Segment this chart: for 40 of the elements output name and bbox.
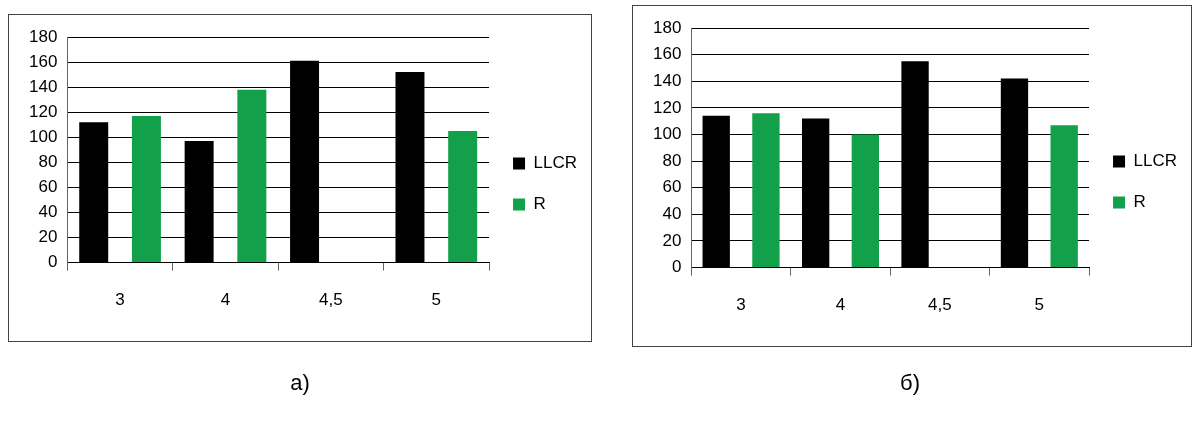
y-tick-label: 60 — [38, 177, 58, 197]
legend-label: R — [1133, 192, 1146, 212]
bar — [237, 89, 267, 263]
bar — [448, 131, 478, 263]
y-tick-label: 80 — [662, 150, 682, 170]
bar — [131, 115, 161, 263]
x-tick-label: 5 — [1034, 295, 1045, 315]
text: б) — [899, 370, 921, 396]
y-tick-label: 160 — [28, 51, 58, 71]
legend-label: LLCR — [533, 153, 578, 173]
legend-label: LLCR — [1133, 151, 1178, 171]
y-tick-label: 40 — [38, 202, 58, 222]
x-tick-label: 3 — [115, 290, 125, 310]
x-tick-label: 3 — [736, 295, 746, 315]
bar — [752, 113, 780, 268]
y-tick-label: 0 — [47, 252, 58, 272]
y-tick-label: 140 — [28, 76, 58, 96]
y-tick-label: 0 — [671, 257, 682, 277]
x-tick-label: 4,5 — [319, 290, 343, 310]
x-tick-label: 4 — [835, 295, 846, 315]
y-tick-label: 180 — [28, 26, 58, 46]
text: а) — [289, 370, 311, 396]
bar — [1050, 125, 1078, 268]
y-tick-label: 180 — [652, 17, 682, 37]
x-tick-label: 4 — [220, 290, 231, 310]
legend-label: R — [533, 194, 546, 214]
y-tick-label: 60 — [662, 177, 682, 197]
y-tick-label: 140 — [652, 70, 682, 90]
x-tick-label: 4,5 — [928, 295, 952, 315]
bar — [851, 134, 880, 268]
y-tick-label: 120 — [28, 101, 58, 121]
y-tick-label: 40 — [662, 204, 682, 224]
y-tick-label: 80 — [38, 152, 58, 172]
y-tick-label: 100 — [28, 126, 58, 146]
y-tick-label: 100 — [652, 124, 682, 144]
y-tick-label: 20 — [662, 230, 682, 250]
x-tick-label: 5 — [431, 290, 442, 310]
y-tick-label: 160 — [652, 44, 682, 64]
y-tick-label: 20 — [38, 227, 58, 247]
y-tick-label: 120 — [652, 97, 682, 117]
